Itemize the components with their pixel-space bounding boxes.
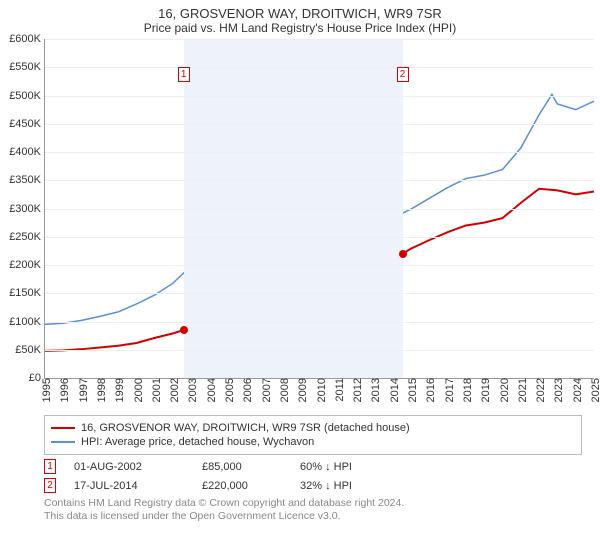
xtick-label: 2003 bbox=[187, 378, 199, 402]
xtick-label: 2023 bbox=[553, 378, 565, 402]
gridline bbox=[45, 96, 594, 97]
gridline bbox=[45, 67, 594, 68]
ytick-label: £100K bbox=[9, 316, 41, 328]
transaction-price: £220,000 bbox=[202, 480, 282, 492]
marker-box: 2 bbox=[397, 67, 409, 82]
chart-subtitle: Price paid vs. HM Land Registry's House … bbox=[0, 21, 600, 39]
xtick-label: 2016 bbox=[425, 378, 437, 402]
transaction-date: 01-AUG-2002 bbox=[74, 461, 184, 473]
xtick-label: 1999 bbox=[114, 378, 126, 402]
legend-row: 16, GROSVENOR WAY, DROITWICH, WR9 7SR (d… bbox=[51, 422, 575, 434]
xtick-label: 2018 bbox=[462, 378, 474, 402]
xtick-label: 2010 bbox=[316, 378, 328, 402]
footnote-line2: This data is licensed under the Open Gov… bbox=[44, 510, 582, 523]
transaction-table: 1 01-AUG-2002 £85,000 60% ↓ HPI 2 17-JUL-2014… bbox=[44, 459, 582, 493]
xtick-label: 2013 bbox=[370, 378, 382, 402]
xtick-label: 2019 bbox=[480, 378, 492, 402]
legend: 16, GROSVENOR WAY, DROITWICH, WR9 7SR (d… bbox=[44, 415, 582, 455]
xtick-label: 2012 bbox=[352, 378, 364, 402]
ytick-label: £400K bbox=[9, 146, 41, 158]
legend-label: HPI: Average price, detached house, Wych… bbox=[81, 436, 314, 448]
ytick-label: £450K bbox=[9, 118, 41, 130]
gridline bbox=[45, 39, 594, 40]
xtick-label: 2001 bbox=[151, 378, 163, 402]
transaction-row: 1 01-AUG-2002 £85,000 60% ↓ HPI bbox=[44, 459, 582, 474]
ytick-label: £200K bbox=[9, 259, 41, 271]
ytick-label: £550K bbox=[9, 61, 41, 73]
ytick-label: £50K bbox=[15, 344, 41, 356]
xtick-label: 1996 bbox=[59, 378, 71, 402]
footnote-line1: Contains HM Land Registry data © Crown c… bbox=[44, 497, 582, 510]
ytick-label: £350K bbox=[9, 174, 41, 186]
transaction-idx: 2 bbox=[44, 478, 56, 493]
gridline bbox=[45, 180, 594, 181]
legend-label: 16, GROSVENOR WAY, DROITWICH, WR9 7SR (d… bbox=[81, 422, 410, 434]
xtick-label: 2014 bbox=[389, 378, 401, 402]
gridline bbox=[45, 293, 594, 294]
xtick-label: 2025 bbox=[590, 378, 600, 402]
transaction-pct: 60% ↓ HPI bbox=[300, 461, 410, 473]
gridline bbox=[45, 322, 594, 323]
transaction-pct: 32% ↓ HPI bbox=[300, 480, 410, 492]
footnote: Contains HM Land Registry data © Crown c… bbox=[44, 497, 582, 523]
transaction-price: £85,000 bbox=[202, 461, 282, 473]
transaction-date: 17-JUL-2014 bbox=[74, 480, 184, 492]
ytick-label: £150K bbox=[9, 287, 41, 299]
plot-region: £0£50K£100K£150K£200K£250K£300K£350K£400… bbox=[44, 39, 594, 379]
transaction-row: 2 17-JUL-2014 £220,000 32% ↓ HPI bbox=[44, 478, 582, 493]
xtick-label: 2005 bbox=[224, 378, 236, 402]
xtick-label: 2007 bbox=[261, 378, 273, 402]
legend-swatch bbox=[51, 427, 75, 429]
gridline bbox=[45, 152, 594, 153]
xtick-label: 1998 bbox=[96, 378, 108, 402]
chart-area: £0£50K£100K£150K£200K£250K£300K£350K£400… bbox=[44, 39, 594, 409]
xtick-label: 2011 bbox=[334, 378, 346, 402]
gridline bbox=[45, 265, 594, 266]
xtick-label: 2000 bbox=[133, 378, 145, 402]
legend-swatch bbox=[51, 441, 75, 443]
xtick-label: 2004 bbox=[206, 378, 218, 402]
transaction-point bbox=[399, 250, 407, 258]
ytick-label: £600K bbox=[9, 33, 41, 45]
ytick-label: £300K bbox=[9, 203, 41, 215]
xtick-label: 2015 bbox=[407, 378, 419, 402]
ytick-label: £500K bbox=[9, 90, 41, 102]
gridline bbox=[45, 209, 594, 210]
transaction-point bbox=[180, 326, 188, 334]
transaction-idx: 1 bbox=[44, 459, 56, 474]
xtick-label: 2021 bbox=[517, 378, 529, 402]
marker-box: 1 bbox=[178, 67, 190, 82]
gridline bbox=[45, 350, 594, 351]
legend-row: HPI: Average price, detached house, Wych… bbox=[51, 436, 575, 448]
xtick-label: 1995 bbox=[41, 378, 53, 402]
gridline bbox=[45, 237, 594, 238]
chart-title: 16, GROSVENOR WAY, DROITWICH, WR9 7SR bbox=[0, 0, 600, 21]
xtick-label: 2022 bbox=[535, 378, 547, 402]
xtick-label: 1997 bbox=[78, 378, 90, 402]
xtick-label: 2024 bbox=[572, 378, 584, 402]
ytick-label: £0 bbox=[29, 372, 41, 384]
xtick-label: 2002 bbox=[169, 378, 181, 402]
xtick-label: 2009 bbox=[297, 378, 309, 402]
ytick-label: £250K bbox=[9, 231, 41, 243]
gridline bbox=[45, 124, 594, 125]
xtick-label: 2008 bbox=[279, 378, 291, 402]
xtick-label: 2006 bbox=[242, 378, 254, 402]
xtick-label: 2017 bbox=[444, 378, 456, 402]
xtick-label: 2020 bbox=[499, 378, 511, 402]
